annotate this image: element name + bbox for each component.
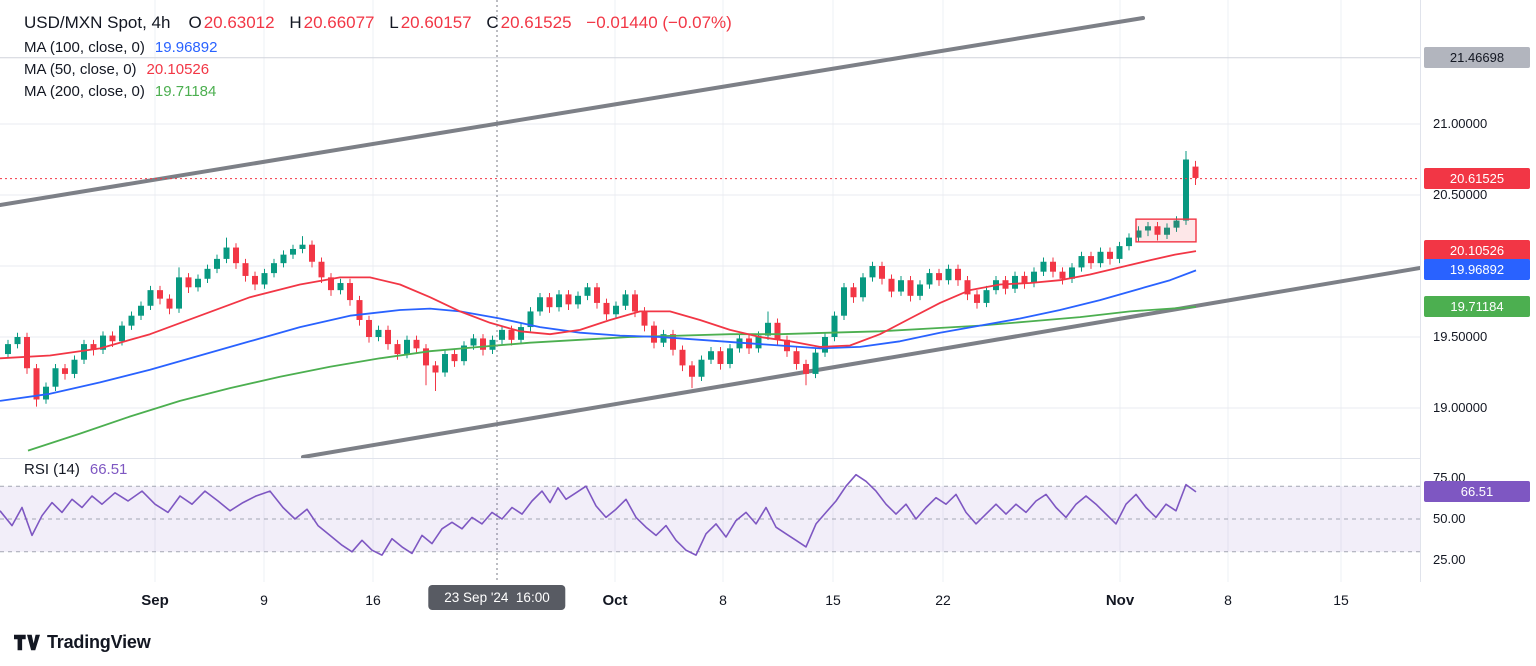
price-axis-label: 19.50000 — [1433, 329, 1488, 344]
ohlc-high-label: H — [289, 13, 302, 32]
rsi-value-badge: 66.51 — [1424, 480, 1530, 502]
rsi-label: RSI (14) — [24, 461, 80, 478]
time-axis-tick: Oct — [602, 592, 628, 609]
price-axis[interactable]: 21.00000 20.50000 19.50000 19.00000 21.46698… — [1421, 0, 1536, 618]
chart-legend: USD/MXN Spot, 4h O 20.63012 H 20.66077 L 20… — [24, 12, 734, 103]
time-axis-tick: 15 — [1333, 592, 1349, 608]
tradingview-logo-icon — [14, 633, 40, 652]
rsi-legend-row[interactable]: RSI (14) 66.51 — [24, 461, 127, 478]
time-axis-tick: 9 — [260, 592, 268, 608]
crosshair-time-tooltip: 23 Sep '24 16:00 — [428, 585, 566, 610]
time-axis-tick: 16 — [365, 592, 381, 608]
time-axis-tick: 8 — [1224, 592, 1232, 608]
ma50-legend-row[interactable]: MA (50, close, 0) 20.10526 — [24, 59, 734, 81]
ma200-legend-row[interactable]: MA (200, close, 0) 19.71184 — [24, 81, 734, 103]
tradingview-link[interactable]: TradingView — [14, 632, 151, 653]
ohlc-readout: O 20.63012 H 20.66077 L 20.60157 C 20.61525 … — [180, 12, 733, 34]
ma50-value: 20.10526 — [146, 61, 210, 78]
tradingview-wordmark: TradingView — [47, 631, 151, 652]
price-axis-label: 20.50000 — [1433, 187, 1488, 202]
rsi-line — [0, 473, 1197, 556]
price-axis-label: 19.00000 — [1433, 400, 1488, 415]
ma200-line — [27, 306, 1197, 452]
rsi-band — [0, 486, 1420, 552]
symbol-title[interactable]: USD/MXN Spot, 4h — [24, 13, 171, 32]
price-chart-canvas[interactable] — [0, 0, 1420, 458]
ohlc-open-value: 20.63012 — [203, 13, 275, 32]
last-price-badge: 20.61525 — [1424, 167, 1530, 189]
ohlc-close-value: 20.61525 — [500, 13, 572, 32]
ma50-line — [0, 250, 1197, 360]
rsi-value: 66.51 — [89, 461, 128, 478]
consolidation-box — [1135, 218, 1197, 243]
ohlc-change: −0.01440 (−0.07%) — [586, 13, 732, 32]
time-axis-tick: 22 — [935, 592, 951, 608]
ma200-badge: 19.71184 — [1424, 295, 1530, 317]
rsi-axis-label: 25.00 — [1433, 552, 1466, 567]
ohlc-high-value: 20.66077 — [303, 13, 375, 32]
upper-channel-trendline — [0, 16, 1145, 207]
ma100-legend-row[interactable]: MA (100, close, 0) 19.96892 — [24, 37, 734, 59]
ohlc-low-value: 20.60157 — [400, 13, 472, 32]
ohlc-open-label: O — [188, 13, 202, 32]
time-axis-tick: 8 — [719, 592, 727, 608]
lower-channel-trendline — [301, 266, 1420, 458]
time-axis-tick: 15 — [825, 592, 841, 608]
ma100-value: 19.96892 — [154, 39, 218, 56]
price-axis-label: 21.00000 — [1433, 116, 1488, 131]
time-axis[interactable]: 23 Sep '24 16:00 Sep 9 16 Oct 8 15 22 Nov 8 15 — [0, 582, 1536, 618]
rsi-axis-label: 50.00 — [1433, 511, 1466, 526]
trendline-level-badge: 21.46698 — [1424, 46, 1530, 68]
time-axis-tick: Nov — [1105, 592, 1135, 609]
footer-bar: TradingView — [0, 618, 1536, 666]
ma200-label: MA (200, close, 0) — [24, 83, 145, 100]
ma50-badge: 20.10526 — [1424, 240, 1530, 262]
pane-divider[interactable] — [0, 458, 1536, 459]
rsi-chart-canvas[interactable] — [0, 458, 1420, 582]
ohlc-low-label: L — [389, 13, 399, 32]
time-axis-tick: Sep — [141, 592, 169, 609]
ma50-label: MA (50, close, 0) — [24, 61, 137, 78]
ma200-value: 19.71184 — [154, 83, 217, 100]
symbol-legend-row: USD/MXN Spot, 4h O 20.63012 H 20.66077 L 20… — [24, 12, 734, 34]
ma100-label: MA (100, close, 0) — [24, 39, 145, 56]
price-axis-border — [1420, 0, 1421, 618]
ma100-badge: 19.96892 — [1424, 259, 1530, 281]
ohlc-close-label: C — [486, 13, 499, 32]
candles — [5, 150, 1199, 407]
ma100-line — [0, 269, 1197, 402]
